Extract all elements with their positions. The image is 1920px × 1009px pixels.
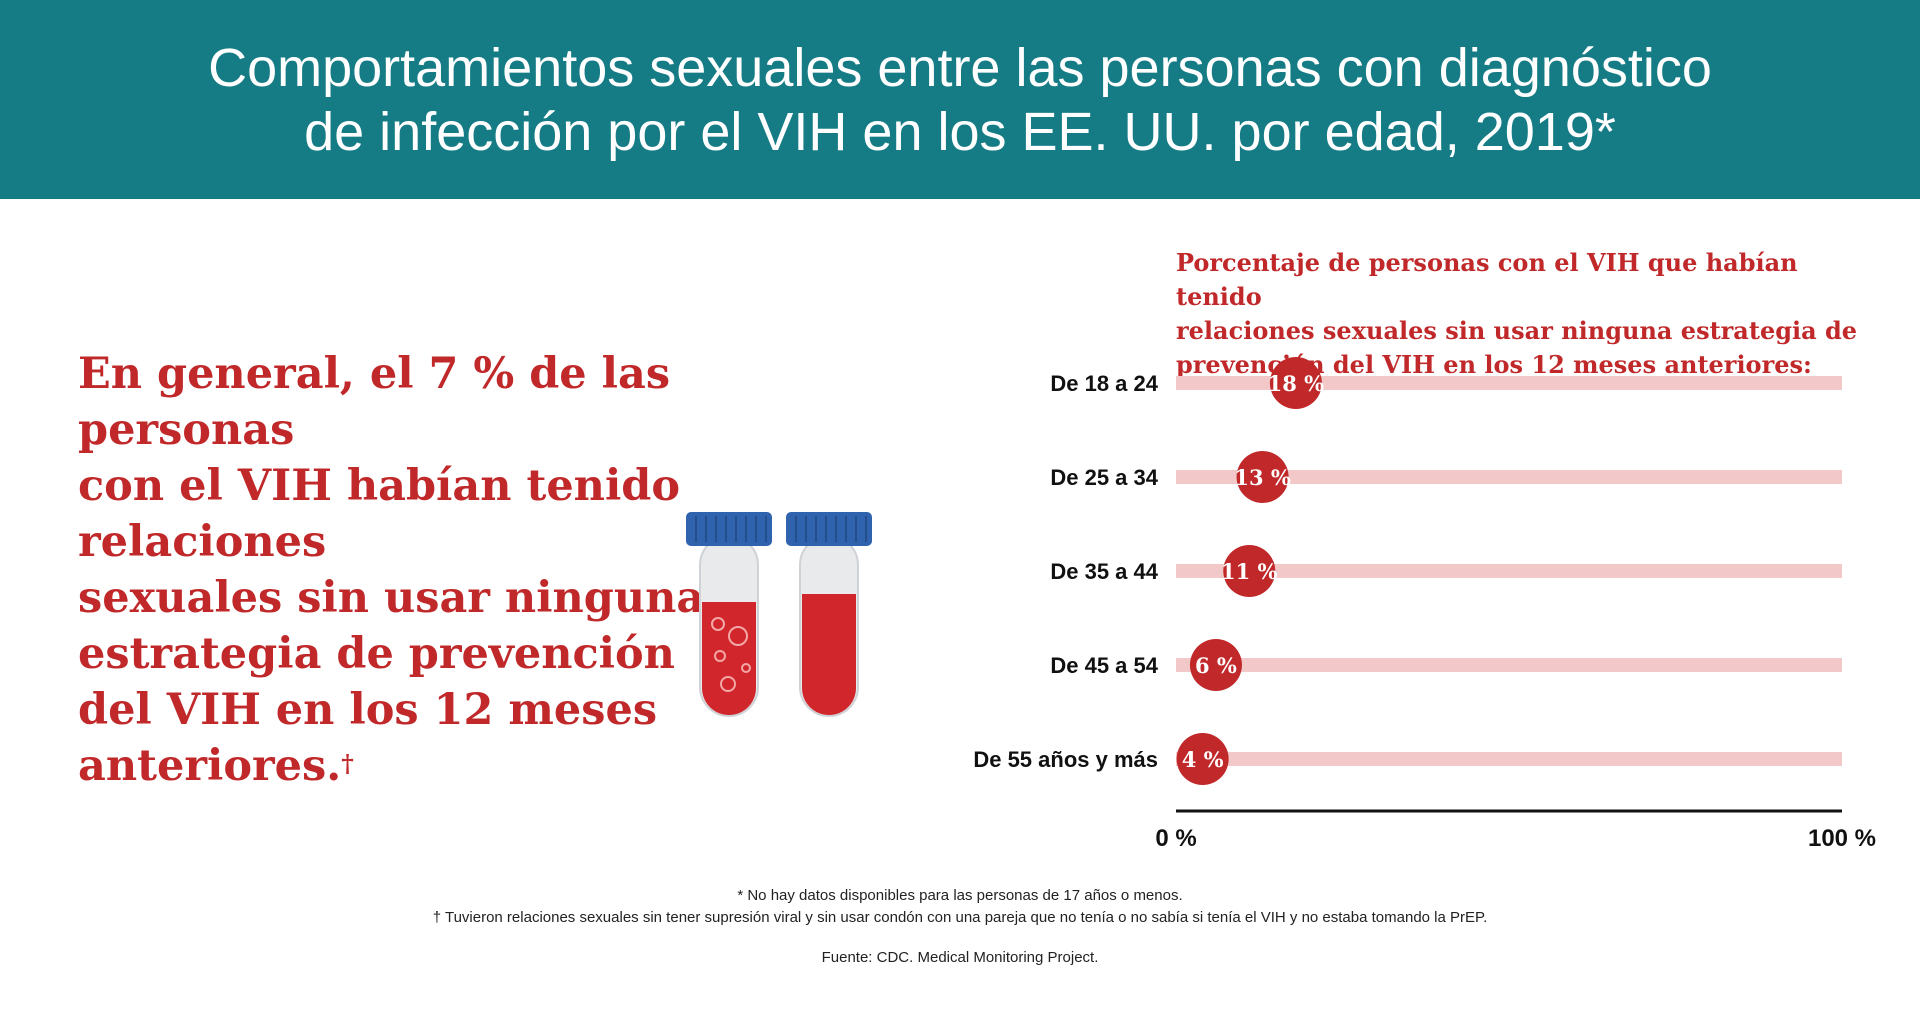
footnote-definition: † Tuvieron relaciones sexuales sin tener… [432,909,1488,926]
test-tube-right-icon [786,512,872,717]
category-label-0: De 18 a 24 [1050,371,1158,396]
headline-statement: En general, el 7 % de las personas con e… [78,346,898,794]
headline-line-3: sexuales sin usar ninguna [78,573,705,623]
category-label-4: De 55 años y más [973,747,1158,772]
value-label-4: 4 % [1182,747,1224,772]
value-dot-1 [1236,451,1289,503]
footnote-no-data: * No hay datos disponibles para las pers… [737,887,1183,904]
value-label-0: 18 % [1268,371,1325,396]
category-label-2: De 35 a 44 [1050,559,1158,584]
blood-test-tubes-icon [686,512,872,717]
track-bar-1 [1176,470,1842,484]
footnotes: * No hay datos disponibles para las pers… [0,885,1920,969]
x-tick-label-1: 100 % [1808,825,1876,852]
chart-title-line-2: relaciones sexuales sin usar ninguna est… [1176,316,1858,345]
test-tube-left-icon [686,512,772,717]
headline-line-2: con el VIH habían tenido relaciones [78,461,681,567]
category-label-3: De 45 a 54 [1050,653,1158,678]
value-dot-0 [1269,357,1322,409]
track-bar-4 [1176,752,1842,766]
track-bar-2 [1176,564,1842,578]
headline-line-5: del VIH en los 12 meses [78,685,658,735]
page-title-line-1: Comportamientos sexuales entre las perso… [208,37,1712,98]
chart-title: Porcentaje de personas con el VIH que ha… [1176,246,1876,382]
headline-line-1: En general, el 7 % de las personas [78,349,671,455]
headline-line-6: anteriores.† [78,738,898,794]
x-tick-label-0: 0 % [1155,825,1196,852]
chart-title-line-1: Porcentaje de personas con el VIH que ha… [1176,248,1798,311]
category-label-1: De 25 a 34 [1050,465,1158,490]
dagger-marker: † [341,749,354,778]
value-label-2: 11 % [1221,559,1278,584]
value-label-1: 13 % [1234,465,1291,490]
page-title: Comportamientos sexuales entre las perso… [80,36,1840,164]
header-banner: Comportamientos sexuales entre las perso… [0,0,1920,199]
track-bar-0 [1176,376,1842,390]
headline-line-6-text: anteriores. [78,741,342,791]
page-title-line-2: de infección por el VIH en los EE. UU. p… [304,101,1616,162]
headline-line-4: estrategia de prevención [78,629,675,679]
source-citation: Fuente: CDC. Medical Monitoring Project. [821,949,1099,966]
value-dot-4 [1176,733,1229,785]
value-dot-3 [1189,639,1242,691]
value-dot-2 [1223,545,1276,597]
value-label-3: 6 % [1195,653,1237,678]
track-bar-3 [1176,658,1842,672]
